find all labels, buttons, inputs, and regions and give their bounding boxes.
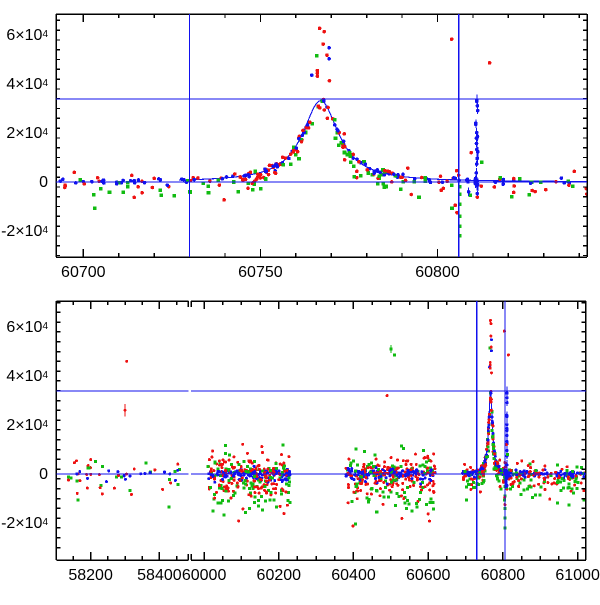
svg-text:60800: 60800	[481, 567, 526, 584]
svg-text:6×104: 6×104	[6, 27, 48, 44]
svg-text:-2×104: -2×104	[1, 223, 48, 240]
svg-text:58400: 58400	[137, 567, 182, 584]
svg-text:0: 0	[39, 466, 48, 483]
svg-text:61000: 61000	[555, 567, 600, 584]
svg-text:60700: 60700	[61, 264, 106, 281]
svg-text:60600: 60600	[406, 567, 451, 584]
svg-text:-2×104: -2×104	[1, 515, 48, 532]
svg-text:58200: 58200	[68, 567, 113, 584]
svg-text:0: 0	[39, 174, 48, 191]
svg-text:2×104: 2×104	[6, 417, 48, 434]
svg-text:4×104: 4×104	[6, 76, 48, 93]
svg-text:60400: 60400	[331, 567, 376, 584]
svg-text:60800: 60800	[415, 264, 460, 281]
svg-text:60200: 60200	[257, 567, 302, 584]
svg-text:60750: 60750	[238, 264, 283, 281]
svg-text:4×104: 4×104	[6, 368, 48, 385]
svg-text:6×104: 6×104	[6, 319, 48, 336]
svg-text:2×104: 2×104	[6, 125, 48, 142]
svg-text:60000: 60000	[182, 567, 227, 584]
